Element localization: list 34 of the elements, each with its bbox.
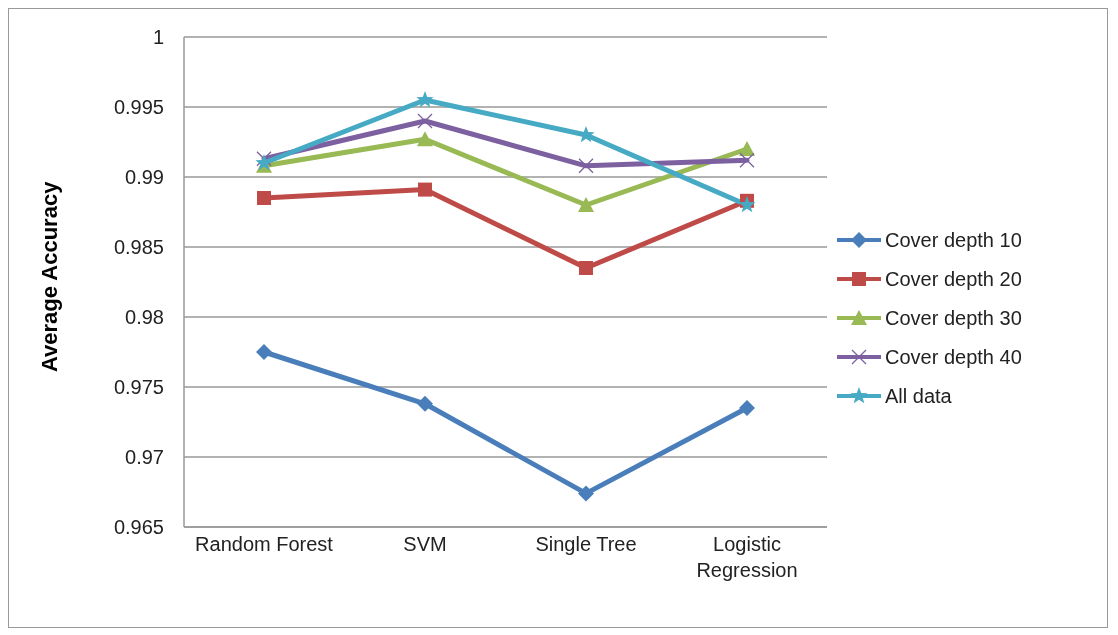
legend-label: Cover depth 20 [885, 267, 1022, 291]
legend-label: Cover depth 40 [885, 345, 1022, 369]
point [417, 395, 433, 412]
legend-label: Cover depth 30 [885, 306, 1022, 330]
y-tick-label: 0.975 [113, 376, 164, 399]
point [417, 113, 433, 129]
y-tick-label: 0.98 [125, 306, 164, 329]
point [579, 261, 593, 275]
y-tick-label: 0.965 [113, 516, 164, 539]
y-tick-label: 0.99 [125, 166, 164, 189]
point [578, 158, 594, 174]
x-tick-label: Single Tree [535, 533, 637, 555]
legend-label: Cover depth 10 [885, 228, 1022, 252]
point [256, 344, 272, 360]
legend-label: All data [885, 384, 952, 408]
point [738, 196, 756, 213]
point [739, 400, 755, 416]
point [739, 141, 755, 156]
x-tick-label: Logistic Regression [696, 533, 798, 581]
x-tick-label: Random Forest [195, 533, 334, 555]
point [257, 191, 271, 205]
x-tick-label: SVM [403, 533, 447, 555]
y-tick-label: 0.995 [113, 96, 164, 119]
point [578, 197, 594, 212]
point [418, 182, 432, 197]
y-tick-label: 0.97 [125, 446, 164, 469]
y-tick-label: 0.985 [113, 236, 164, 259]
point [416, 91, 434, 108]
y-axis-title: Average Accuracy [36, 180, 62, 372]
y-tick-label: 1 [152, 26, 164, 49]
point [739, 152, 755, 168]
point [578, 485, 594, 502]
point [417, 131, 433, 147]
point [256, 151, 272, 167]
